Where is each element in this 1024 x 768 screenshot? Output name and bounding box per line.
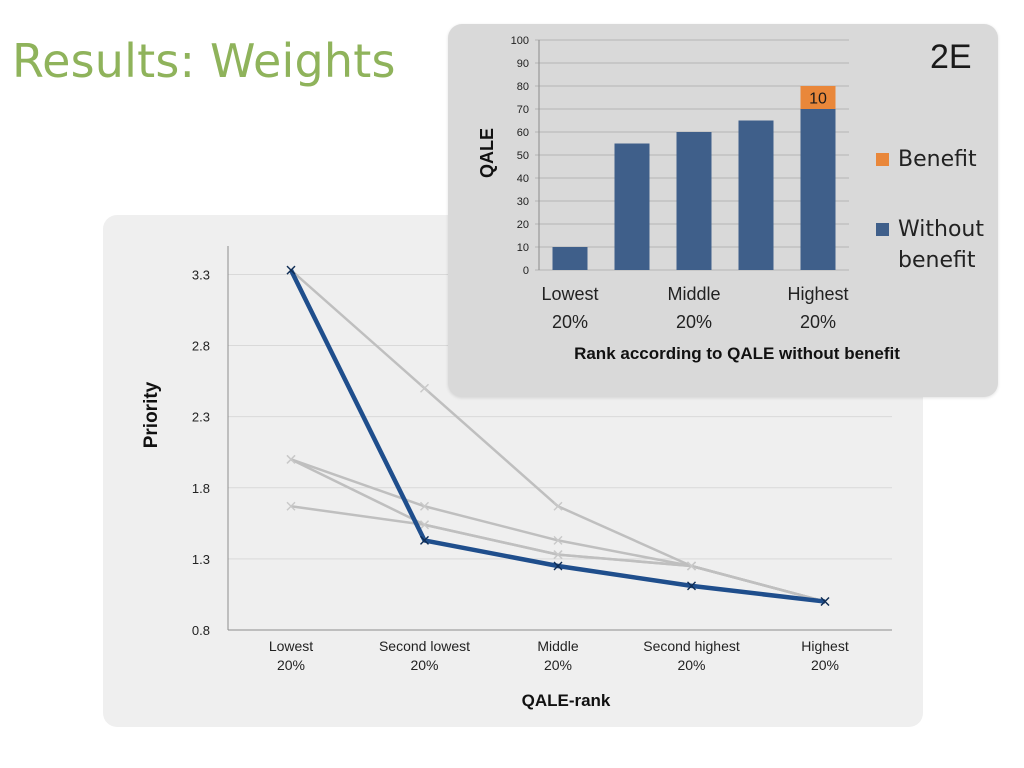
y-tick-label: 60 xyxy=(517,127,529,139)
x-tick-label: Second lowest 20% xyxy=(379,638,470,673)
data-point-marker xyxy=(553,550,563,560)
bar-benefit xyxy=(800,86,836,109)
y-tick-label: 80 xyxy=(517,81,529,93)
panel-tag: 2E xyxy=(930,38,972,76)
bar-chart: 0 10 20 30 40 50 60 70 80 90 100 10 Lowest 20% Middle 2… xyxy=(477,35,900,363)
y-tick-label: 2.3 xyxy=(192,410,210,425)
y-tick-label: 1.3 xyxy=(192,552,210,567)
y-tick-label: 50 xyxy=(517,150,529,162)
data-point-marker xyxy=(420,535,429,545)
legend-label-benefit: Benefit xyxy=(898,147,977,172)
line-chart: 0.8 1.3 1.8 2.3 2.8 3.3 Lowest 20% Second lowest… xyxy=(141,246,892,710)
y-tick-label: 3.3 xyxy=(192,267,210,282)
data-point-marker xyxy=(687,581,696,591)
bar-without-benefit xyxy=(676,132,712,270)
x-tick-label: Middle 20% xyxy=(537,638,578,673)
data-point-marker xyxy=(420,520,429,530)
y-tick-label: 0.8 xyxy=(192,623,210,638)
data-point-marker xyxy=(420,501,429,511)
data-point-marker xyxy=(553,535,563,545)
legend-label-without-benefit: Without benefit xyxy=(898,217,984,273)
y-tick-label: 0 xyxy=(523,265,529,277)
x-axis-title: QALE-rank xyxy=(522,691,611,710)
y-tick-label: 30 xyxy=(517,196,529,208)
data-point-marker xyxy=(820,597,830,607)
data-point-marker xyxy=(553,561,563,571)
legend-swatch-without-benefit xyxy=(876,223,889,236)
y-tick-label: 70 xyxy=(517,104,529,116)
y-tick-label: 20 xyxy=(517,219,529,231)
y-tick-label: 1.8 xyxy=(192,481,210,496)
bar-without-benefit xyxy=(552,247,588,270)
x-tick-label: Highest 20% xyxy=(787,284,848,332)
x-tick-label: Second highest 20% xyxy=(643,638,740,673)
data-point-marker xyxy=(286,265,296,275)
x-tick-label: Lowest 20% xyxy=(269,638,313,673)
data-point-marker xyxy=(420,383,429,393)
y-tick-label: 100 xyxy=(511,35,529,47)
data-point-marker xyxy=(286,454,296,464)
bar-without-benefit xyxy=(738,120,774,270)
data-point-marker xyxy=(286,501,296,511)
y-tick-label: 40 xyxy=(517,173,529,185)
bar-without-benefit xyxy=(614,143,650,270)
bar-without-benefit xyxy=(800,109,836,270)
data-point-marker xyxy=(553,501,563,511)
legend-swatch-benefit xyxy=(876,153,889,166)
x-tick-label: Lowest 20% xyxy=(541,284,598,332)
y-axis-title: Priority xyxy=(141,381,162,448)
y-tick-label: 10 xyxy=(517,242,529,254)
slide-title: Results: Weights xyxy=(12,34,396,88)
y-tick-label: 2.8 xyxy=(192,339,210,354)
y-axis-title: QALE xyxy=(477,128,497,178)
bar-chart-panel: 0 10 20 30 40 50 60 70 80 90 100 10 Lowest 20% Middle 2… xyxy=(448,24,998,397)
data-point-marker xyxy=(687,561,696,571)
x-tick-label: Highest 20% xyxy=(801,638,849,673)
data-label: 10 xyxy=(809,91,827,108)
x-axis-title: Rank according to QALE without benefit xyxy=(574,344,900,363)
y-tick-label: 90 xyxy=(517,58,529,70)
x-tick-label: Middle 20% xyxy=(667,284,720,332)
